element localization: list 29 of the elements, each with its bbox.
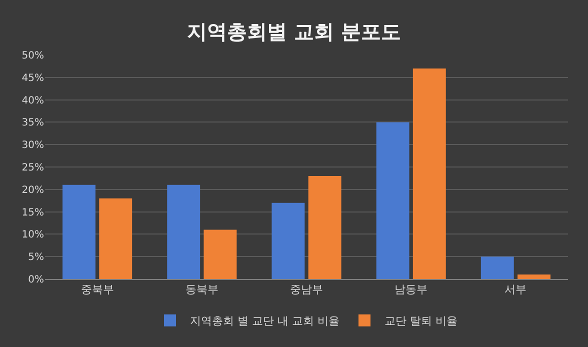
y-tick-label: 20%	[22, 184, 44, 196]
x-tick-label: 서부	[504, 283, 527, 296]
bar	[99, 198, 132, 279]
legend-label: 교단 탈퇴 비율	[384, 314, 458, 328]
legend-label: 지역총회 별 교단 내 교회 비율	[190, 314, 340, 328]
y-tick-label: 5%	[28, 252, 44, 264]
bar	[62, 184, 96, 279]
bar	[518, 274, 550, 279]
y-tick-label: 50%	[22, 50, 44, 62]
x-tick-label: 중남부	[290, 283, 323, 296]
x-tick-label: 남동부	[394, 283, 428, 296]
x-tick-label: 중북부	[80, 283, 114, 296]
y-tick-label: 15%	[22, 207, 44, 218]
y-tick-label: 0%	[28, 274, 44, 286]
bar	[376, 122, 410, 279]
bar	[480, 256, 514, 279]
y-tick-label: 10%	[22, 230, 44, 241]
y-tick-label: 40%	[22, 95, 44, 106]
x-tick-label: 동북부	[185, 283, 218, 296]
bar	[272, 202, 305, 279]
y-tick-label: 25%	[22, 162, 44, 174]
bar	[167, 184, 200, 279]
y-tick-label: 35%	[22, 118, 44, 129]
bar	[204, 230, 237, 279]
bar	[308, 176, 342, 279]
bar	[412, 68, 446, 279]
chart-title: 지역총회별 교회 분포도	[187, 19, 401, 44]
y-tick-label: 45%	[22, 72, 44, 84]
y-tick-label: 30%	[22, 140, 44, 152]
